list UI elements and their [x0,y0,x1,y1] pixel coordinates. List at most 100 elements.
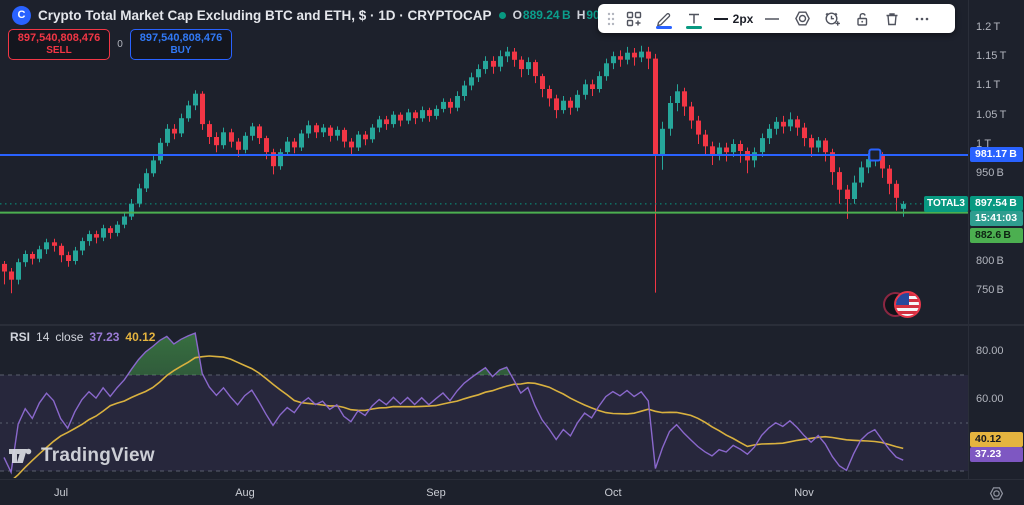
line-width-button[interactable]: 2px [710,5,756,32]
rsi-ma-line [13,355,904,478]
style-settings-icon[interactable] [788,5,816,32]
rsi-pane[interactable]: RSI 14 close 37.23 40.12 TradingView [0,326,968,478]
candle [441,101,446,109]
line-style-icon[interactable] [758,5,786,32]
candle [887,168,892,184]
symbol-title[interactable]: Crypto Total Market Cap Excluding BTC an… [38,7,492,23]
symbol-header: C Crypto Total Market Cap Excluding BTC … [12,5,672,25]
candle [731,144,736,153]
add-alert-icon[interactable] [818,5,846,32]
candle [901,203,906,209]
candle [129,203,134,217]
candle [87,234,92,242]
line-width-label: 2px [732,11,754,26]
candle [894,183,899,198]
candle [837,172,842,190]
candle [328,127,333,136]
candle [278,152,283,167]
candle [44,242,49,250]
ohlc-open-value: 889.24 B [522,8,571,22]
green-line-price-tag: 882.6 B [970,228,1023,243]
price-tick-label: 1.2 T [976,21,1001,33]
spread-value: 0 [117,39,123,50]
rsi-chart-canvas[interactable] [0,326,968,478]
order-panel: 897,540,808,476 SELL 0 897,540,808,476 B… [8,29,232,60]
text-color-icon[interactable] [680,5,708,32]
lock-icon[interactable] [848,5,876,32]
candle [179,118,184,134]
watermark-text: TradingView [41,445,155,466]
candle [391,114,396,125]
candle [193,93,198,106]
candle [653,58,658,156]
market-status-dot[interactable] [498,11,506,19]
price-tick-label: 1.1 T [976,79,1001,91]
rsi-legend[interactable]: RSI 14 close 37.23 40.12 [10,330,155,344]
time-axis-settings-gear-icon[interactable] [988,485,1005,502]
ohlc-high-key: H [576,8,586,22]
rsi-value-tag: 37.23 [970,447,1023,462]
delete-icon[interactable] [878,5,906,32]
candle [710,146,715,156]
symbol-price-tag: TOTAL3 [924,195,968,212]
candle [285,141,290,153]
candle [406,112,411,121]
candle [498,56,503,67]
candle [512,51,517,60]
candle [80,241,85,251]
pane-separator[interactable] [0,324,1024,326]
candle [689,106,694,121]
candle [101,228,106,238]
buy-price: 897,540,808,476 [139,32,223,44]
candle [413,112,418,119]
candle [682,91,687,107]
candle [802,127,807,139]
candle [94,234,99,238]
line-color-pencil-icon[interactable] [650,5,678,32]
rsi-title: RSI [10,330,31,344]
candle [774,121,779,129]
candle [243,135,248,150]
time-tick-aug: Aug [235,487,255,499]
sell-button[interactable]: 897,540,808,476 SELL [8,29,110,60]
time-tick-sep: Sep [426,487,446,499]
rsi-line [3,332,904,475]
candle [200,93,205,125]
more-options-icon[interactable] [908,5,936,32]
toolbar-drag-handle-icon[interactable] [604,5,618,32]
candle [668,103,673,129]
candle [172,128,177,134]
candle [398,114,403,121]
price-tick-label: 1.15 T [976,50,1007,62]
candle [519,59,524,70]
candle [137,188,142,204]
candle [349,141,354,148]
price-chart-canvas[interactable] [0,0,968,324]
rsi-band [0,375,968,471]
candle [533,62,538,77]
buy-button[interactable]: 897,540,808,476 BUY [130,29,232,60]
candle [342,129,347,142]
candle [214,137,219,146]
us-flag-event-icon[interactable] [883,291,925,319]
candle [271,152,276,167]
line-anchor-handle[interactable] [868,148,882,162]
blue-line-price-tag: 981.17 B [970,147,1023,162]
time-scale[interactable]: Jul Aug Sep Oct Nov [0,479,1024,505]
candle [505,51,510,57]
candle [292,141,297,148]
add-template-icon[interactable] [620,5,648,32]
candle [526,62,531,70]
candle [575,94,580,108]
price-pane[interactable]: C Crypto Total Market Cap Excluding BTC … [0,0,968,324]
candle [675,91,680,103]
candle [2,263,7,272]
sell-price: 897,540,808,476 [17,32,101,44]
candle [781,121,786,127]
candle [604,63,609,77]
candle [597,76,602,89]
candle [469,77,474,86]
candle [830,152,835,173]
candle [639,51,644,58]
